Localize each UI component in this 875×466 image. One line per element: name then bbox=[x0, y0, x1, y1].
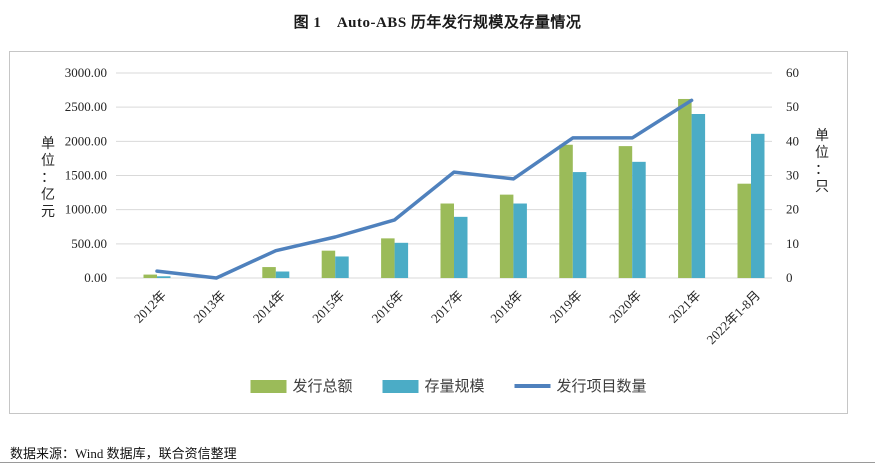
right-axis-tick-label: 50 bbox=[786, 99, 799, 114]
left-axis-tick-label: 0.00 bbox=[84, 270, 107, 285]
x-axis-tick-label: 2018年 bbox=[487, 288, 525, 326]
left-axis-unit-label: 单 bbox=[41, 136, 55, 152]
left-axis-unit-label: 亿 bbox=[41, 187, 55, 203]
issuance-total-bar bbox=[678, 98, 692, 278]
issuance-total-bar bbox=[321, 250, 336, 278]
outstanding-scale-bar bbox=[691, 114, 706, 278]
x-axis-tick-label: 2017年 bbox=[428, 288, 466, 326]
issuance-total-bar bbox=[618, 146, 633, 278]
outstanding-scale-bar bbox=[632, 161, 646, 278]
issuance-total-bar bbox=[499, 194, 514, 278]
issuance-total-bar bbox=[381, 238, 395, 278]
right-axis-unit-label: 位 bbox=[815, 145, 829, 161]
outstanding-scale-bar bbox=[394, 242, 409, 278]
left-axis-unit-label: ： bbox=[41, 171, 55, 186]
x-axis-tick-label: 2013年 bbox=[190, 288, 228, 326]
legend-swatch-bar bbox=[382, 380, 419, 393]
left-axis-tick-label: 1000.00 bbox=[65, 202, 107, 217]
outstanding-scale-bar bbox=[157, 276, 171, 278]
legend-swatch-bar bbox=[250, 380, 287, 393]
x-axis-tick-label: 2021年 bbox=[666, 288, 704, 326]
x-axis-tick-label: 2015年 bbox=[309, 288, 347, 326]
combo-chart: 0.00 500.00 1000.00 1500.00 2000.00 2500.00 30… bbox=[41, 65, 829, 395]
x-axis-tick-label: 2020年 bbox=[606, 288, 644, 326]
x-axis-tick-label: 2022年1-8月 bbox=[703, 288, 763, 348]
x-axis-tick-label: 2019年 bbox=[547, 288, 585, 326]
right-axis-tick-label: 30 bbox=[786, 168, 799, 183]
left-axis-tick-label: 2500.00 bbox=[65, 99, 107, 114]
right-axis-tick-label: 60 bbox=[786, 65, 799, 80]
right-axis-unit-label: 单 bbox=[815, 128, 829, 144]
issuance-total-bar bbox=[262, 267, 276, 278]
outstanding-scale-bar bbox=[275, 271, 290, 278]
issuance-total-bar bbox=[559, 144, 573, 278]
outstanding-scale-bar bbox=[335, 256, 349, 278]
page-bottom-rule bbox=[0, 462, 875, 463]
chart-frame: 0.00 500.00 1000.00 1500.00 2000.00 2500.00 30… bbox=[9, 51, 848, 414]
source-note: 数据来源：Wind 数据库，联合资信整理 bbox=[10, 446, 237, 461]
left-axis-tick-label: 500.00 bbox=[71, 236, 107, 251]
right-axis-tick-label: 20 bbox=[786, 202, 799, 217]
issuance-total-bar bbox=[143, 274, 157, 278]
x-axis-tick-label: 2012年 bbox=[131, 288, 169, 326]
figure-title: 图 1 Auto-ABS 历年发行规模及存量情况 bbox=[293, 15, 582, 31]
right-axis-unit-label: ： bbox=[815, 163, 829, 178]
right-axis-tick-label: 0 bbox=[786, 270, 793, 285]
outstanding-scale-bar bbox=[572, 172, 587, 278]
x-axis-tick-label: 2014年 bbox=[250, 288, 288, 326]
left-axis-tick-label: 1500.00 bbox=[65, 168, 107, 183]
outstanding-scale-bar bbox=[513, 203, 527, 278]
right-axis-tick-label: 40 bbox=[786, 133, 799, 148]
legend-label: 发行总额 bbox=[293, 378, 353, 395]
legend-label: 发行项目数量 bbox=[557, 378, 647, 395]
issuance-total-bar bbox=[440, 203, 454, 278]
right-axis-tick-label: 10 bbox=[786, 236, 799, 251]
outstanding-scale-bar bbox=[751, 133, 765, 278]
outstanding-scale-bar bbox=[454, 216, 468, 278]
issuance-total-bar bbox=[737, 183, 751, 278]
project-count-line bbox=[155, 98, 694, 280]
legend-label: 存量规模 bbox=[425, 378, 485, 395]
x-axis-tick-label: 2016年 bbox=[369, 288, 407, 326]
right-axis-unit-label: 只 bbox=[815, 180, 829, 195]
left-axis-unit-label: 元 bbox=[41, 205, 55, 220]
left-axis-tick-label: 2000.00 bbox=[65, 133, 107, 148]
left-axis-tick-label: 3000.00 bbox=[65, 65, 107, 80]
left-axis-unit-label: 位 bbox=[41, 153, 55, 169]
